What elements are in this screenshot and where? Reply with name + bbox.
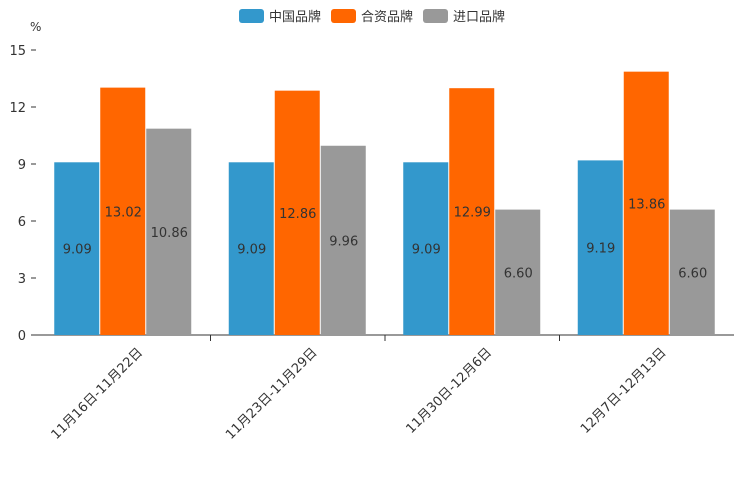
chart-legend: 中国品牌 合资品牌 进口品牌 <box>0 6 744 25</box>
bar-1-0 <box>100 87 146 336</box>
legend-swatch-import-brand <box>423 8 448 23</box>
bar-2-3 <box>669 209 715 335</box>
bar-1-1 <box>274 90 320 335</box>
bar-0-0 <box>54 162 100 335</box>
y-tick-label: 0 <box>18 329 26 344</box>
bar-2-0 <box>146 128 192 335</box>
bar-value-label: 10.86 <box>151 226 188 241</box>
bar-0-1 <box>228 162 274 335</box>
x-category-label: 11月16日-11月22日 <box>49 345 146 442</box>
legend-label-china-brand: 中国品牌 <box>268 10 321 25</box>
y-tick-label: 12 <box>9 101 26 116</box>
x-category-label: 12月7日-12月13日 <box>578 345 670 437</box>
bar-1-2 <box>449 88 495 335</box>
legend-item-china-brand[interactable]: 中国品牌 <box>238 6 321 25</box>
bar-value-label: 9.09 <box>412 243 441 258</box>
legend-swatch-joint-venture-brand <box>330 8 356 23</box>
x-category-label: 11月23日-11月29日 <box>223 345 320 442</box>
y-tick-label: 9 <box>18 158 26 173</box>
bar-value-label: 6.60 <box>504 266 533 281</box>
y-tick-label: 3 <box>18 272 26 287</box>
bar-value-label: 12.99 <box>454 206 491 221</box>
bar-2-2 <box>495 209 541 335</box>
bar-value-label: 6.60 <box>678 266 707 281</box>
legend-item-import-brand[interactable]: 进口品牌 <box>423 6 505 25</box>
bar-2-1 <box>320 145 366 335</box>
bar-0-2 <box>403 162 449 335</box>
bar-1-3 <box>623 71 669 335</box>
y-axis-unit-label: % <box>30 20 42 34</box>
bar-value-label: 9.19 <box>586 242 615 257</box>
bar-value-label: 13.86 <box>628 197 665 212</box>
bar-value-label: 12.86 <box>279 207 316 222</box>
legend-label-joint-venture-brand: 合资品牌 <box>360 10 413 25</box>
y-tick-label: 15 <box>9 44 26 59</box>
legend-item-joint-venture-brand[interactable]: 合资品牌 <box>330 6 413 25</box>
legend-label-import-brand: 进口品牌 <box>453 10 506 25</box>
bar-value-label: 9.96 <box>329 234 358 249</box>
x-category-label: 11月30日-12月6日 <box>403 345 495 437</box>
legend-swatch-china-brand <box>238 8 264 23</box>
bar-value-label: 9.09 <box>63 243 92 258</box>
y-tick-label: 6 <box>18 215 26 230</box>
bar-0-3 <box>577 160 623 335</box>
bar-value-label: 9.09 <box>237 243 266 258</box>
bar-value-label: 13.02 <box>105 205 142 220</box>
